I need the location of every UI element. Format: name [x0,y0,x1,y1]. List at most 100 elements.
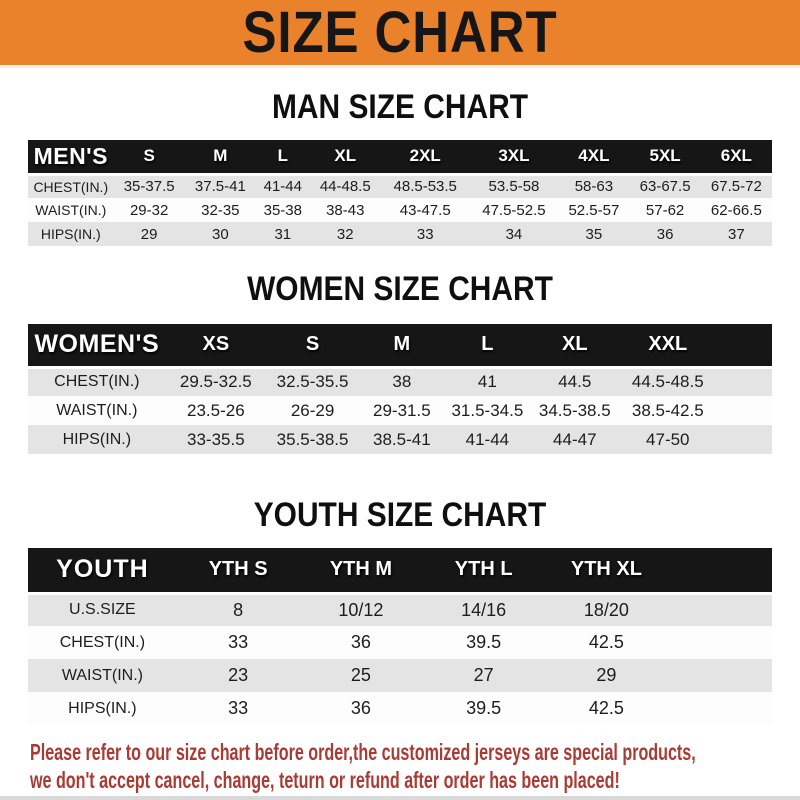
youth-size-table: YOUTH YTH S YTH M YTH L YTH XL U.S.SIZE 8 10/12… [28,548,772,725]
measure-value-cell: 29.5-32.5 [179,372,252,392]
disclaimer: Please refer to our size chart before or… [30,738,800,794]
table-row: CHEST(IN.) 35-37.5 37.5-41 41-44 44-48.5 48.5… [28,174,772,198]
measure-value-cell: 47.5-52.5 [482,201,546,219]
measure-value-cell: 36 [656,225,674,243]
table-row: U.S.SIZE 8 10/12 14/16 18/20 [28,593,772,626]
banner: SIZE CHART [0,0,800,68]
size-column-header: YTH S [176,548,300,595]
size-column-header: XS [165,324,267,369]
youth-section-heading: YOUTH SIZE CHART [253,496,547,534]
measure-value-cell: 39.5 [466,698,502,718]
measure-value-cell: 29 [596,665,617,685]
measure-value-cell: 29-31.5 [373,400,431,420]
size-column-header: 2XL [380,140,470,176]
measure-value-cell: 41-44 [263,178,302,196]
page-title: SIZE CHART [242,0,558,65]
women-section-heading: WOMEN SIZE CHART [247,270,553,308]
measure-value-cell: 67.5-72 [710,178,762,196]
table-header-row: WOMEN'S XS S M L XL XXL [28,324,772,369]
measure-value-cell: 53.5-58 [488,178,540,196]
spacer-cell [668,593,772,626]
table-title-cell: MEN'S [28,140,114,176]
measure-value-cell: 38 [392,372,412,392]
measure-value-cell: 35-37.5 [123,178,175,196]
measure-value-cell: 32-35 [201,201,240,219]
measure-value-cell: 39.5 [466,632,502,652]
measure-value-cell: 41 [477,372,497,392]
table-title-cell: YOUTH [28,548,177,595]
size-column-header: M [359,324,445,369]
measure-value-cell: 52.5-57 [568,201,620,219]
measure-label-cell: CHEST(IN.) [54,373,140,391]
size-column-header: 3XL [469,140,559,176]
section-women: WOMEN SIZE CHART WOMEN'S XS S M L XL XXL CHEST(… [0,270,800,454]
size-column-header: M [184,140,256,176]
measure-value-cell: 34.5-38.5 [538,400,611,420]
measure-value-cell: 23.5-26 [187,400,245,420]
measure-value-cell: 25 [350,665,371,685]
measure-value-cell: 33-35.5 [187,429,245,449]
disclaimer-line-2: we don't accept cancel, change, teturn o… [30,767,620,793]
size-column-header: L [255,140,310,176]
measure-value-cell: 29-32 [129,201,169,219]
spacer-cell [668,626,772,659]
table-row: WAIST(IN.) 29-32 32-35 35-38 38-43 43-47.5 47.… [28,198,772,222]
table-row: CHEST(IN.) 29.5-32.5 32.5-35.5 38 41 44.5 44.5… [28,367,772,396]
table-header-row: YOUTH YTH S YTH M YTH L YTH XL [28,548,772,595]
measure-value-cell: 41-44 [465,429,510,449]
table-row: HIPS(IN.) 33 36 39.5 42.5 [28,692,772,725]
table-row: HIPS(IN.) 33-35.5 35.5-38.5 38.5-41 41-44 44-… [28,425,772,454]
measure-value-cell: 35-38 [263,201,302,219]
table-title-cell: WOMEN'S [28,324,166,369]
measure-value-cell: 42.5 [588,698,624,718]
measure-label-cell: HIPS(IN.) [40,226,101,242]
measure-value-cell: 43-47.5 [399,201,451,219]
measure-label-cell: WAIST(IN.) [61,666,143,684]
measure-value-cell: 38-43 [326,201,365,219]
measure-value-cell: 37 [728,225,745,243]
size-column-header: YTH M [299,548,423,595]
spacer-cell [668,692,772,725]
spacer-cell [716,425,772,454]
measure-value-cell: 10/12 [338,599,384,620]
measure-label-cell: HIPS(IN.) [62,430,132,448]
section-youth: YOUTH SIZE CHART YOUTH YTH S YTH M YTH L YTH… [0,496,800,725]
spacer-cell [668,659,772,692]
women-size-table: WOMEN'S XS S M L XL XXL CHEST(IN.) 29.5-32.5 32.5… [28,324,772,454]
measure-value-cell: 36 [350,698,371,718]
table-row: WAIST(IN.) 23.5-26 26-29 29-31.5 31.5-34.5 34… [28,396,772,425]
measure-value-cell: 29 [140,225,158,243]
measure-value-cell: 30 [212,225,229,243]
section-men: MAN SIZE CHART MEN'S S M L XL 2XL 3XL 4XL 5XL 6XL… [0,88,800,246]
measure-value-cell: 32 [336,225,354,243]
measure-value-cell: 44-47 [553,429,597,449]
measure-value-cell: 58-63 [574,178,614,196]
measure-value-cell: 62-66.5 [710,201,762,219]
measure-value-cell: 35.5-38.5 [276,429,349,449]
size-column-header: XXL [619,324,717,369]
size-column-header: XL [530,324,620,369]
bottom-edge-strip [0,796,800,800]
size-column-header: 5XL [629,140,701,176]
measure-value-cell: 34 [505,225,523,243]
spacer-cell [716,367,772,396]
men-section-heading: MAN SIZE CHART [272,88,528,126]
measure-value-cell: 57-62 [645,201,685,219]
measure-value-cell: 26-29 [290,400,335,420]
size-column-header: YTH L [422,548,546,595]
measure-label-cell: CHEST(IN.) [59,633,146,651]
measure-value-cell: 23 [228,665,249,685]
measure-value-cell: 8 [233,599,244,620]
table-row: WAIST(IN.) 23 25 27 29 [28,659,772,692]
size-column-header: XL [309,140,381,176]
measure-value-cell: 14/16 [461,599,507,620]
measure-value-cell: 27 [473,665,494,685]
size-column-header: S [113,140,185,176]
measure-value-cell: 31 [274,225,292,243]
measure-value-cell: 38.5-41 [373,429,431,449]
measure-label-cell: WAIST(IN.) [35,202,107,218]
measure-value-cell: 42.5 [588,632,624,652]
measure-value-cell: 44.5 [558,372,592,392]
measure-value-cell: 47-50 [646,429,690,449]
